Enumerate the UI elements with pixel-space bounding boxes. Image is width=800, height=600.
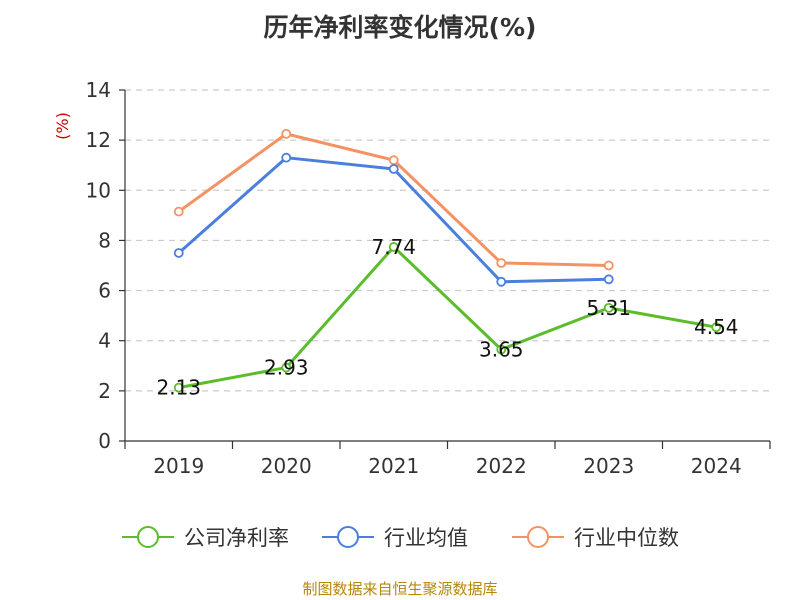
series-line-0 bbox=[178, 245, 717, 390]
data-point[interactable] bbox=[173, 206, 184, 217]
data-point[interactable] bbox=[496, 276, 507, 287]
source-note: 制图数据来自恒生聚源数据库 bbox=[302, 580, 498, 598]
legend-label: 公司净利率 bbox=[184, 526, 289, 550]
data-point[interactable] bbox=[281, 152, 292, 163]
data-point[interactable] bbox=[388, 164, 399, 174]
data-point[interactable] bbox=[173, 382, 184, 393]
grid-lines bbox=[125, 89, 770, 392]
data-label: 2.93 bbox=[264, 356, 309, 380]
data-labels: 2.13 2.93 7.74 3.65 5.31 4.54 bbox=[156, 235, 738, 400]
data-point[interactable] bbox=[388, 242, 399, 252]
legend[interactable]: 公司净利率 行业均值 行业中位数 bbox=[122, 526, 679, 550]
y-tick-label: 14 bbox=[86, 78, 111, 102]
data-point[interactable] bbox=[711, 322, 722, 333]
legend-label: 行业均值 bbox=[384, 526, 468, 550]
axes: 0 2 4 6 8 10 12 14 2019 2020 2021 2022 2023 2024 (%) bbox=[53, 78, 771, 478]
data-point[interactable] bbox=[603, 274, 614, 285]
x-tick-label: 2022 bbox=[476, 454, 527, 478]
data-label: 2.13 bbox=[156, 376, 201, 400]
data-point[interactable] bbox=[173, 248, 184, 258]
data-point[interactable] bbox=[496, 344, 507, 355]
legend-item-1[interactable]: 行业均值 bbox=[322, 526, 468, 550]
y-tick-label: 4 bbox=[98, 329, 111, 353]
data-point[interactable] bbox=[281, 362, 292, 373]
x-tick-label: 2021 bbox=[368, 454, 419, 478]
series-lines bbox=[173, 128, 722, 393]
data-label: 7.74 bbox=[371, 235, 416, 259]
y-tick-label: 10 bbox=[86, 178, 111, 202]
y-tick-label: 8 bbox=[98, 228, 111, 252]
x-tick-label: 2023 bbox=[583, 454, 634, 478]
legend-item-0[interactable]: 公司净利率 bbox=[122, 526, 289, 550]
y-tick-label: 2 bbox=[98, 379, 111, 403]
legend-circle-icon bbox=[137, 526, 159, 548]
y-axis-label: (%) bbox=[53, 112, 72, 140]
data-point[interactable] bbox=[603, 302, 614, 313]
legend-circle-icon bbox=[527, 526, 549, 548]
y-tick-label: 0 bbox=[98, 429, 111, 453]
data-point[interactable] bbox=[603, 260, 614, 271]
chart-title: 历年净利率变化情况(%) bbox=[263, 13, 537, 42]
y-tick-label: 12 bbox=[86, 128, 111, 152]
data-point[interactable] bbox=[496, 258, 507, 268]
data-point[interactable] bbox=[388, 155, 399, 166]
data-label: 5.31 bbox=[586, 296, 631, 320]
legend-circle-icon bbox=[337, 526, 359, 548]
x-tick-label: 2020 bbox=[261, 454, 312, 478]
data-label: 4.54 bbox=[694, 315, 739, 339]
legend-item-2[interactable]: 行业中位数 bbox=[512, 526, 679, 550]
y-tick-label: 6 bbox=[98, 279, 111, 303]
data-label: 3.65 bbox=[479, 337, 524, 361]
x-tick-label: 2019 bbox=[153, 454, 204, 478]
legend-label: 行业中位数 bbox=[574, 526, 679, 550]
x-tick-label: 2024 bbox=[691, 454, 742, 478]
data-point[interactable] bbox=[281, 128, 292, 139]
